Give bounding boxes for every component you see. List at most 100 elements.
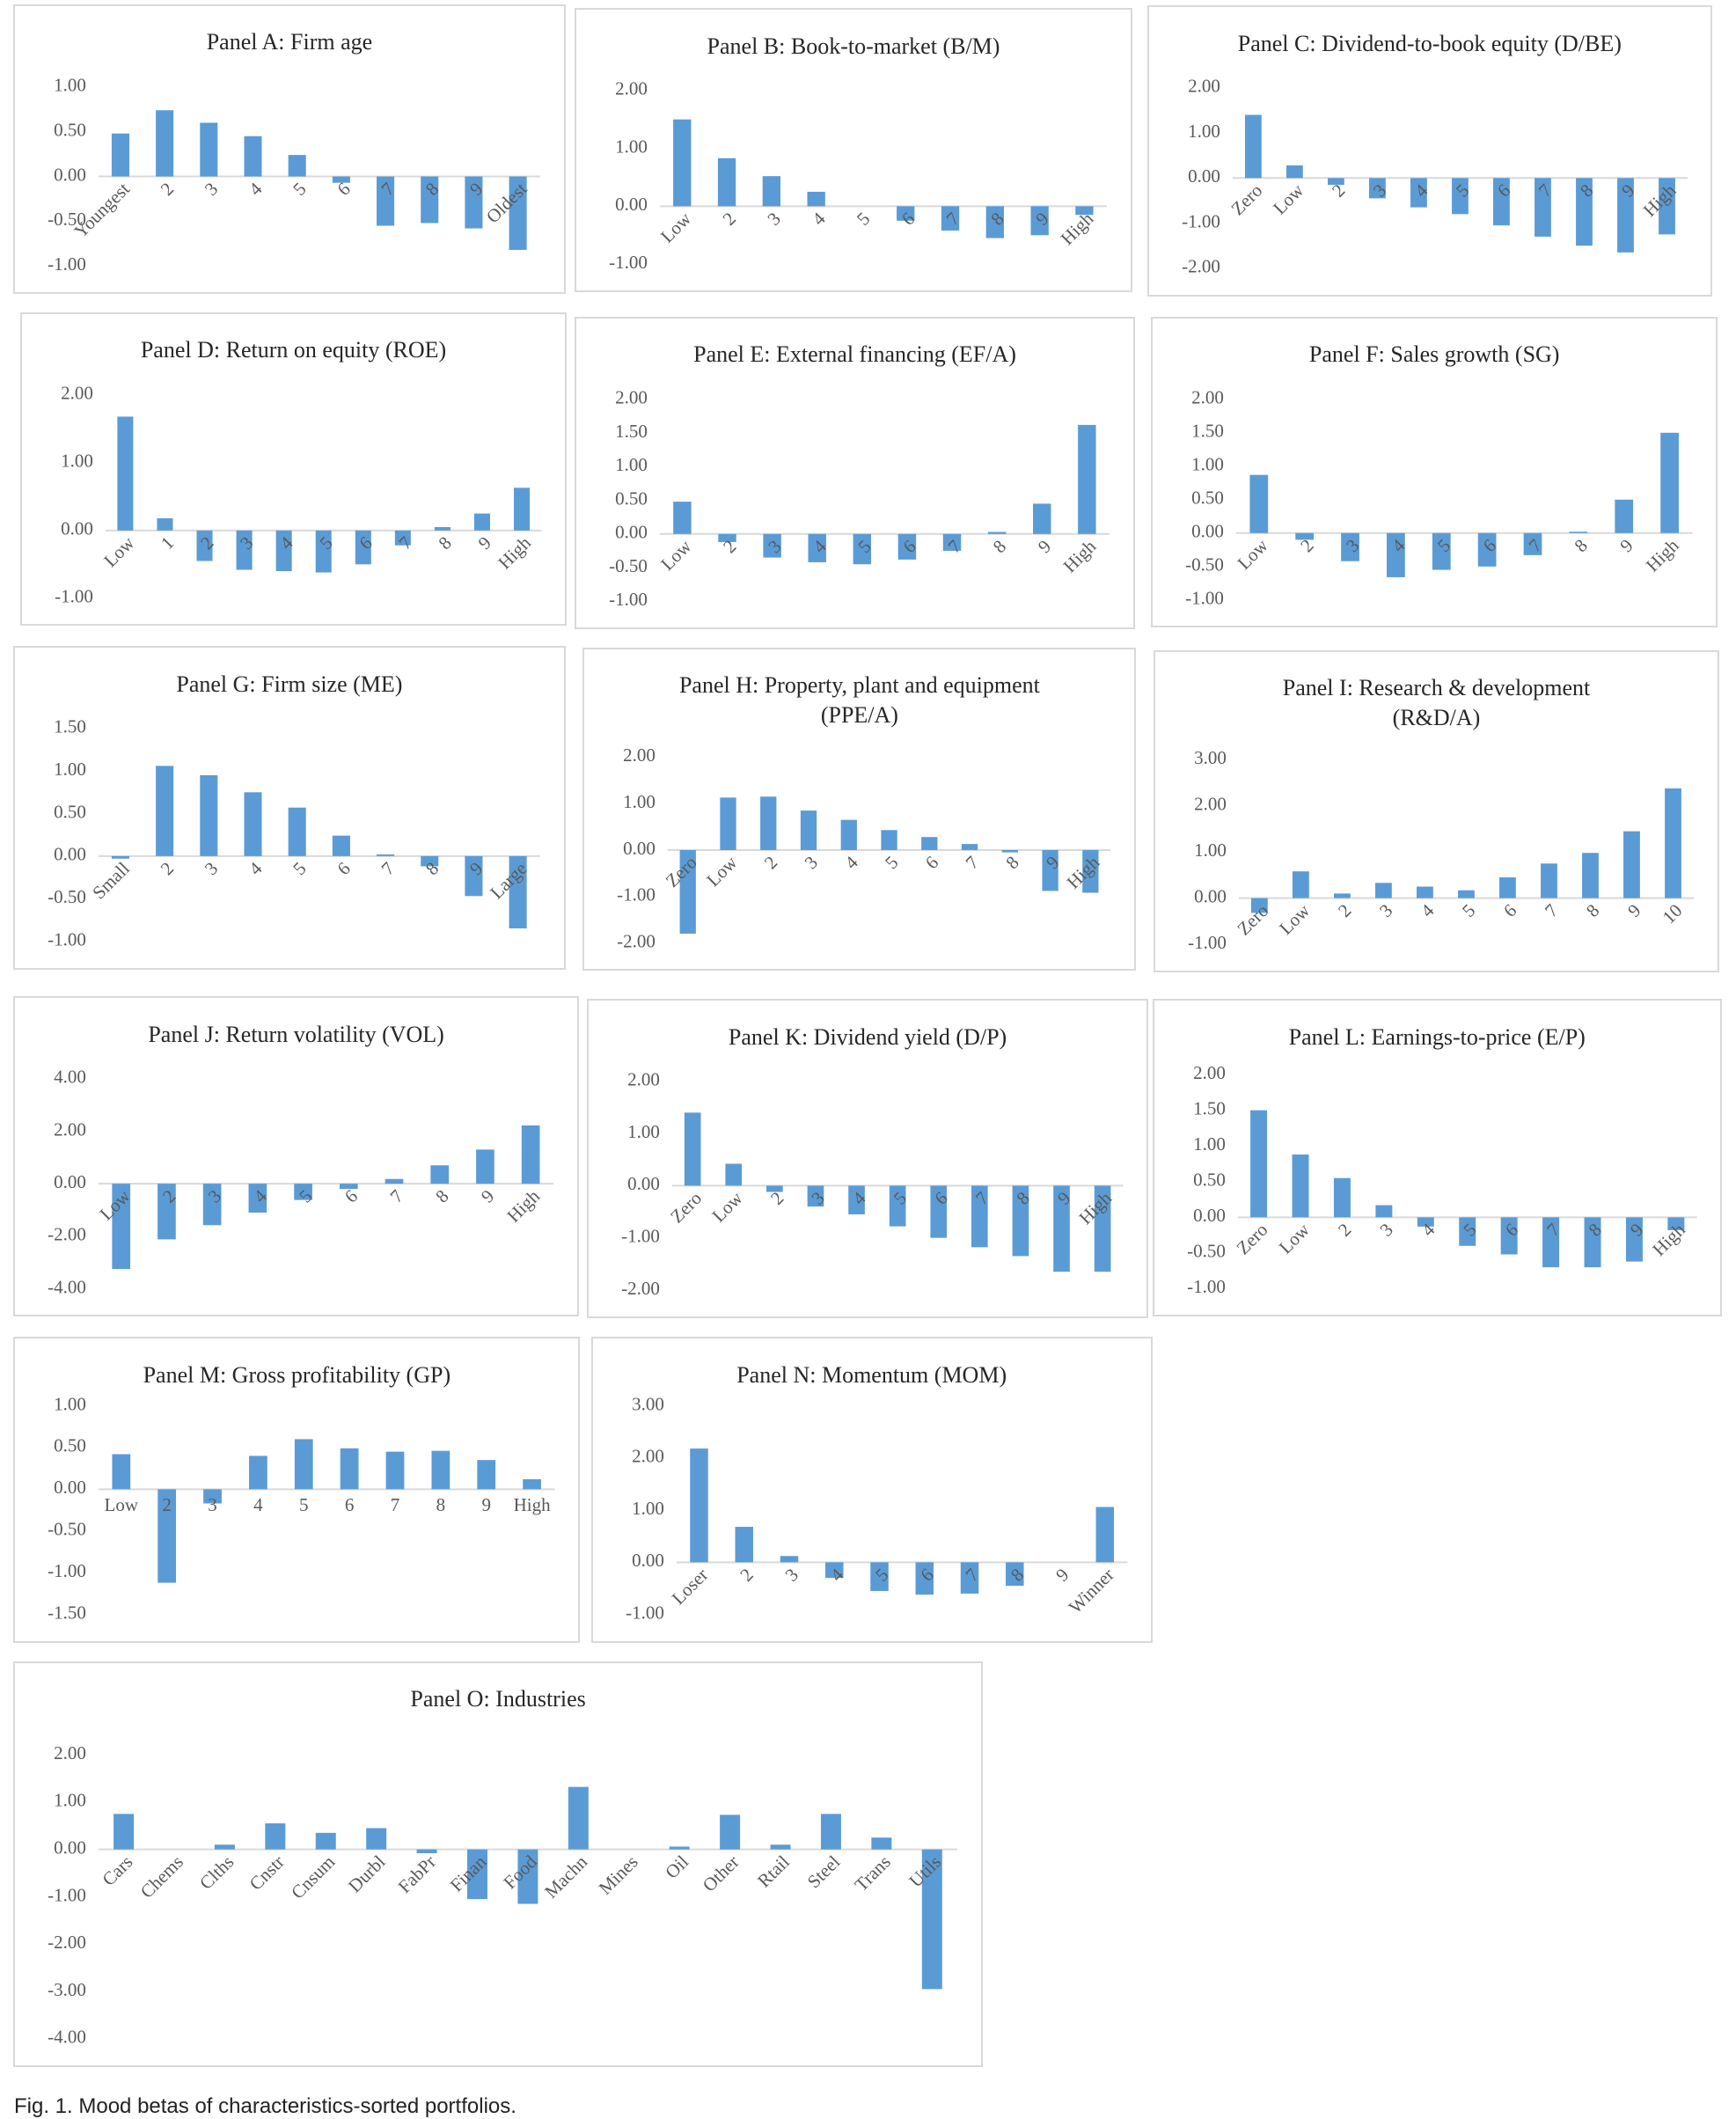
bar bbox=[841, 819, 858, 850]
chart-panel: -1.00 -0.50 0.00 0.50 1.00 1.50 2.00 Zero Low 2 3 4… bbox=[1152, 999, 1722, 1317]
bar bbox=[295, 1439, 313, 1490]
bar bbox=[1499, 877, 1517, 898]
bar bbox=[889, 1185, 906, 1227]
x-tick-label: 2 bbox=[157, 858, 178, 879]
x-tick-label: 5 bbox=[853, 209, 874, 230]
bar bbox=[824, 1562, 844, 1579]
y-tick-label: -1.00 bbox=[1187, 1276, 1226, 1297]
y-tick-label: 1.00 bbox=[54, 759, 86, 780]
x-tick-label: 9 bbox=[473, 532, 494, 554]
y-tick-label: -0.50 bbox=[1187, 1241, 1226, 1262]
bar bbox=[288, 808, 307, 857]
bar bbox=[941, 206, 960, 231]
bar bbox=[523, 1479, 542, 1490]
x-tick-label: 2 bbox=[719, 209, 740, 230]
chart-title: Panel M: Gross profitability (GP) bbox=[143, 1361, 451, 1388]
y-tick-label: 1.50 bbox=[615, 420, 648, 441]
x-tick-label: Clths bbox=[195, 1851, 238, 1894]
bar bbox=[943, 533, 962, 551]
x-tick-label: 2 bbox=[760, 852, 781, 873]
y-tick-label: 0.50 bbox=[1193, 1169, 1226, 1191]
bar bbox=[385, 1451, 405, 1490]
y-tick-label: -1.00 bbox=[48, 253, 86, 275]
y-tick-label: 2.00 bbox=[624, 744, 656, 766]
bar bbox=[215, 1844, 236, 1850]
y-tick-label: 0.00 bbox=[54, 1477, 86, 1498]
bar bbox=[421, 856, 439, 867]
x-tick-label: 5 bbox=[289, 858, 311, 879]
y-tick-label: -1.00 bbox=[1188, 932, 1227, 953]
y-tick-label: 0.00 bbox=[1194, 885, 1227, 906]
y-tick-label: -1.00 bbox=[48, 1560, 86, 1581]
bar bbox=[434, 526, 450, 531]
bar bbox=[509, 856, 527, 929]
chart-panel: -2.00 -1.00 0.00 1.00 2.00 Zero Low 2 3 4 5 6 7 8 9 Hig… bbox=[582, 647, 1137, 972]
bar bbox=[465, 176, 483, 229]
bar bbox=[1584, 1217, 1601, 1268]
y-tick-label: 0.00 bbox=[54, 164, 86, 185]
x-tick-label: Machn bbox=[540, 1851, 592, 1903]
x-tick-label: 7 bbox=[391, 1494, 400, 1515]
bar bbox=[921, 837, 938, 850]
bar bbox=[1542, 1217, 1559, 1268]
bar bbox=[1534, 178, 1551, 238]
bar bbox=[157, 1489, 177, 1583]
y-tick-label: 0.50 bbox=[54, 119, 86, 140]
y-tick-label: -1.00 bbox=[621, 1226, 660, 1247]
x-tick-label: 7 bbox=[377, 858, 399, 879]
bar bbox=[763, 533, 782, 558]
chart-title: Panel N: Momentum (MOM) bbox=[736, 1361, 1007, 1388]
y-tick-label: 0.00 bbox=[615, 521, 648, 542]
bar bbox=[316, 1832, 337, 1850]
y-tick-label: -0.50 bbox=[1185, 554, 1224, 575]
bar bbox=[1078, 424, 1096, 534]
bar bbox=[1410, 178, 1427, 208]
x-tick-label: 2 bbox=[1334, 900, 1355, 921]
x-tick-label: 2 bbox=[736, 1565, 757, 1586]
chart-title: Panel L: Earnings-to-price (E/P) bbox=[1288, 1023, 1586, 1050]
y-tick-label: 4.00 bbox=[54, 1067, 86, 1088]
x-tick-label: 9 bbox=[1615, 534, 1637, 555]
bar bbox=[766, 1185, 783, 1192]
x-tick-label: High bbox=[1642, 534, 1683, 576]
bar bbox=[670, 1846, 690, 1850]
x-tick-label: High bbox=[503, 1185, 545, 1227]
y-tick-label: -0.50 bbox=[48, 209, 86, 230]
y-tick-label: 1.00 bbox=[54, 1394, 86, 1415]
bar bbox=[112, 856, 130, 860]
y-tick-label: 2.00 bbox=[61, 383, 93, 404]
bar bbox=[1658, 178, 1675, 235]
x-tick-label: 7 bbox=[386, 1185, 407, 1206]
bar bbox=[689, 1448, 708, 1563]
bar bbox=[1286, 165, 1303, 179]
y-tick-label: 1.50 bbox=[1191, 420, 1224, 441]
bar bbox=[1375, 1205, 1393, 1218]
bar bbox=[869, 1562, 889, 1592]
x-tick-label: 3 bbox=[1375, 1220, 1396, 1241]
bar bbox=[1292, 1155, 1309, 1218]
bar bbox=[1249, 1110, 1267, 1218]
y-tick-label: -4.00 bbox=[48, 2027, 86, 2048]
bar bbox=[236, 530, 253, 570]
x-tick-label: 5 bbox=[882, 852, 903, 873]
x-tick-label: 10 bbox=[1659, 900, 1687, 928]
bar bbox=[1012, 1185, 1029, 1257]
bar bbox=[513, 488, 530, 531]
x-tick-label: High bbox=[514, 1494, 552, 1515]
bar bbox=[1492, 178, 1510, 226]
bar bbox=[1333, 1177, 1351, 1218]
x-tick-label: 8 bbox=[1582, 900, 1603, 921]
x-tick-label: Low bbox=[1275, 899, 1315, 939]
bar bbox=[467, 1849, 488, 1900]
x-tick-label: 5 bbox=[299, 1494, 309, 1515]
x-tick-label: 9 bbox=[1051, 1565, 1073, 1586]
bar bbox=[275, 530, 292, 571]
bar bbox=[341, 1448, 359, 1490]
chart-title: Panel G: Firm size (ME) bbox=[176, 671, 403, 697]
x-tick-label: 8 bbox=[1002, 852, 1023, 873]
x-tick-label: 5 bbox=[1458, 900, 1479, 921]
y-tick-label: -2.00 bbox=[48, 1224, 86, 1245]
